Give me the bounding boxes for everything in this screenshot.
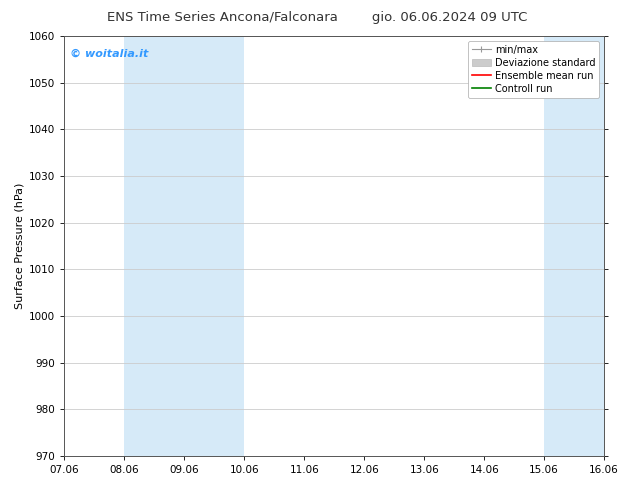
- Legend: min/max, Deviazione standard, Ensemble mean run, Controll run: min/max, Deviazione standard, Ensemble m…: [468, 41, 599, 98]
- Text: ENS Time Series Ancona/Falconara        gio. 06.06.2024 09 UTC: ENS Time Series Ancona/Falconara gio. 06…: [107, 11, 527, 24]
- Text: © woitalia.it: © woitalia.it: [70, 49, 148, 59]
- Bar: [544, 36, 634, 456]
- Y-axis label: Surface Pressure (hPa): Surface Pressure (hPa): [15, 183, 25, 309]
- Bar: [124, 36, 244, 456]
